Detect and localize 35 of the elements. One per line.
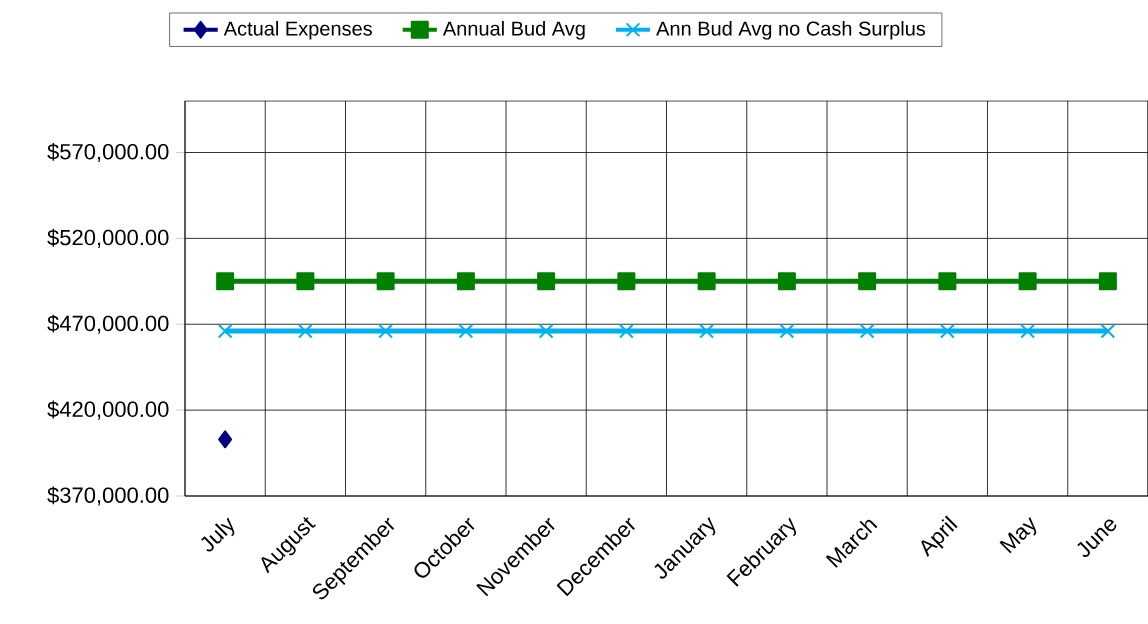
point [456, 272, 475, 291]
point [1020, 323, 1035, 339]
point [1100, 323, 1116, 339]
point [699, 323, 714, 339]
point [458, 323, 474, 339]
point [858, 272, 877, 291]
y-tick-label: $570,000.00 [47, 142, 169, 163]
x-tick-label: May [999, 517, 1037, 554]
point [376, 272, 395, 291]
y-tick-label: $520,000.00 [47, 228, 169, 248]
legend-label: Ann Bud Avg no Cash Surplus [656, 20, 926, 40]
y-tick-label: $420,000.00 [47, 400, 169, 420]
point [217, 323, 233, 339]
point [1018, 272, 1037, 291]
point [938, 272, 957, 291]
point [697, 272, 716, 291]
legend-label: Actual Expenses [223, 20, 372, 40]
point [537, 272, 556, 291]
point [296, 272, 315, 291]
y-tick-label: $370,000.00 [47, 486, 169, 506]
point [1098, 272, 1117, 291]
point [859, 323, 875, 339]
point [538, 323, 554, 339]
point [779, 323, 795, 339]
point [940, 323, 955, 339]
point [378, 323, 393, 339]
point [298, 323, 313, 339]
point [619, 323, 634, 339]
point [777, 272, 796, 291]
x-tick-label: July [201, 517, 235, 552]
point [216, 272, 235, 291]
point [617, 272, 636, 291]
point [218, 430, 233, 449]
legend-label: Annual Bud Avg [442, 20, 585, 40]
y-tick-label: $470,000.00 [47, 314, 169, 334]
